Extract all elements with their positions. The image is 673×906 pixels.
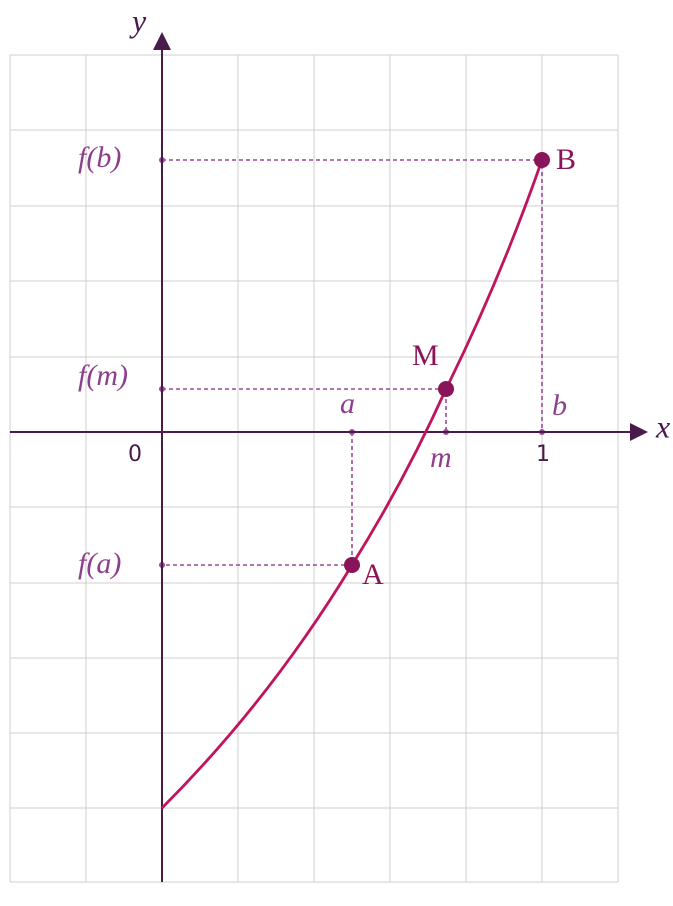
curve: [161, 159, 544, 809]
axes: [10, 32, 648, 882]
point-label: A: [362, 558, 384, 591]
x-label: b: [552, 389, 567, 422]
y-label: f(b): [78, 141, 121, 174]
point-label: B: [556, 143, 576, 176]
y-label: f(m): [78, 359, 128, 392]
y-axis-label: y: [129, 2, 147, 38]
x-label: a: [340, 387, 355, 420]
y-label: f(a): [78, 547, 121, 580]
origin-label: 0: [128, 442, 142, 467]
points: [344, 152, 550, 573]
guides: [159, 157, 545, 568]
grid: [9, 54, 619, 883]
x-label: m: [430, 441, 452, 474]
x-axis-label: x: [655, 408, 670, 444]
point-label: M: [412, 339, 439, 372]
one-label: 1: [536, 442, 550, 467]
